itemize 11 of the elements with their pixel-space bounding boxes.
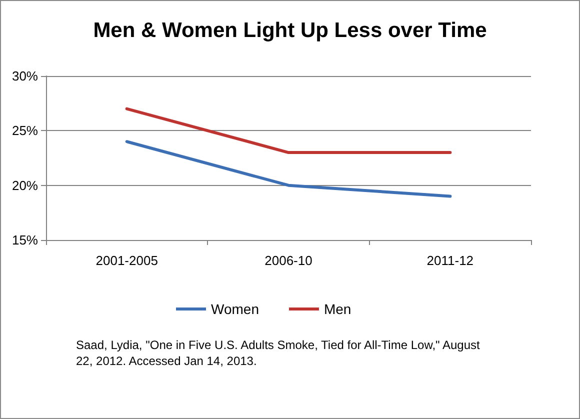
x-tick-label: 2006-10 xyxy=(264,253,312,268)
text: Saad, Lydia, "One in Five U.S. Adults Smoke, Tied for All-Time Low," August 22, 2012. Accessed Jan 14, 2013. xyxy=(76,337,481,369)
chart-title: Men & Women Light Up Less over Time xyxy=(93,19,487,42)
x-tick-label: 2001-2005 xyxy=(96,253,158,268)
legend-label: Women xyxy=(211,301,259,317)
y-tick-label: 25% xyxy=(12,123,38,138)
y-tick-label: 15% xyxy=(12,232,38,248)
x-tick-label: 2011-12 xyxy=(426,253,474,268)
y-tick-label: 20% xyxy=(12,178,38,193)
y-tick-label: 30% xyxy=(12,68,38,84)
legend-label: Men xyxy=(324,301,352,317)
